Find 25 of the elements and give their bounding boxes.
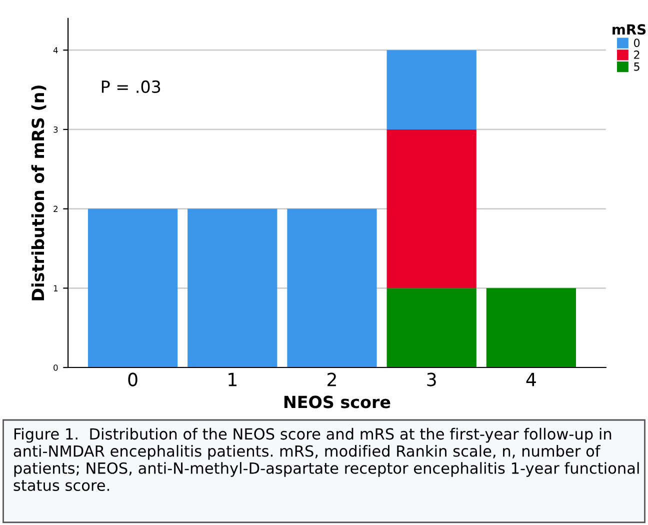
y-tick-label: 3: [54, 126, 58, 133]
caption: Figure 1. Distribution of the NEOS score and mRS at the first-year follow-up in anti-NMDAR encephalitis patients. mRS, modified Rankin scale, n, number of patients; NEOS, anti-N-methyl-D-aspartate receptor encephalitis 1-year functional status score.: [14, 428, 639, 492]
x-tick-label: 3: [427, 372, 436, 386]
bar: [88, 208, 178, 368]
bar: [386, 129, 476, 288]
bar: [486, 288, 576, 368]
x-tick-label: 0: [128, 372, 138, 386]
y-tick-label: 0: [54, 364, 58, 371]
legend-label: 0: [634, 38, 640, 48]
bar: [386, 288, 476, 368]
y-tick-label: 1: [54, 285, 58, 292]
annotation: P = .03: [102, 80, 160, 94]
x-axis-title: NEOS score: [284, 396, 390, 408]
bar: [188, 208, 278, 368]
x-tick-label: 1: [228, 372, 236, 386]
x-tick-label: 2: [328, 372, 336, 386]
bar: [287, 208, 377, 368]
y-tick-label: 4: [53, 47, 58, 54]
legend-label: 2: [634, 50, 640, 59]
legend-title: mRS: [612, 24, 646, 35]
x-tick-label: 4: [526, 372, 536, 386]
y-axis-title: Distribution of mRS (n): [31, 86, 46, 300]
legend-label: 5: [634, 62, 640, 71]
bar: [386, 50, 476, 130]
y-tick-label: 2: [54, 206, 58, 212]
